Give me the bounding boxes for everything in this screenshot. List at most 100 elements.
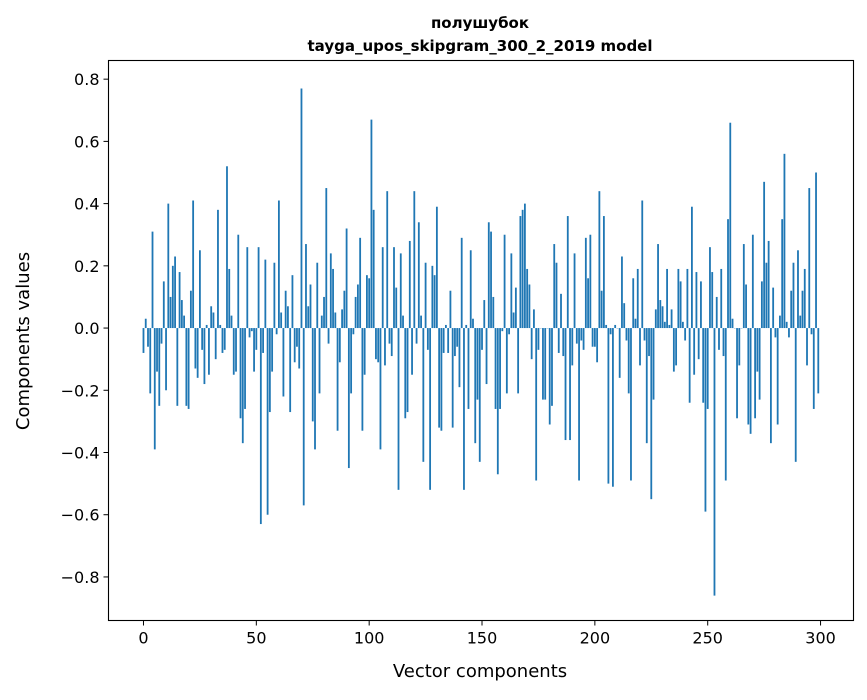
bar-component-206 — [607, 328, 609, 484]
bar-component-290 — [797, 250, 799, 328]
bar-component-254 — [716, 297, 718, 328]
y-tick-label: 0.0 — [74, 319, 99, 338]
bar-component-168 — [522, 210, 524, 328]
bar-component-65 — [289, 328, 291, 412]
bar-component-221 — [641, 201, 643, 329]
y-tick-label: −0.4 — [61, 444, 100, 463]
bar-component-218 — [635, 319, 637, 328]
bar-component-241 — [686, 269, 688, 328]
bar-component-292 — [802, 291, 804, 328]
bar-component-183 — [556, 263, 558, 328]
bar-component-75 — [312, 328, 314, 421]
bar-component-165 — [515, 288, 517, 328]
bar-component-57 — [271, 328, 273, 372]
bar-component-104 — [377, 328, 379, 362]
bars-group — [143, 89, 820, 596]
bar-component-173 — [533, 309, 535, 328]
bar-component-297 — [813, 328, 815, 409]
bar-component-16 — [179, 272, 181, 328]
bar-component-116 — [404, 328, 406, 418]
bar-component-216 — [630, 328, 632, 480]
bar-component-73 — [307, 306, 309, 328]
bar-component-76 — [314, 328, 316, 449]
bar-component-45 — [244, 328, 246, 409]
bar-component-291 — [799, 316, 801, 328]
bar-component-3 — [149, 328, 151, 393]
bar-component-58 — [273, 263, 275, 328]
bar-component-139 — [456, 328, 458, 347]
bar-component-285 — [786, 322, 788, 328]
bar-component-129 — [434, 275, 436, 328]
bar-component-24 — [197, 328, 199, 378]
bar-component-97 — [361, 328, 363, 431]
bar-component-27 — [204, 328, 206, 384]
bar-component-49 — [253, 328, 255, 372]
bar-component-229 — [659, 300, 661, 328]
bar-component-191 — [574, 253, 576, 328]
bar-component-222 — [644, 328, 646, 340]
bar-component-295 — [808, 188, 810, 328]
bar-component-109 — [389, 328, 391, 344]
bar-component-212 — [621, 257, 623, 329]
bar-component-259 — [727, 219, 729, 328]
bar-component-282 — [779, 316, 781, 328]
bar-component-203 — [601, 291, 603, 328]
bar-component-171 — [529, 285, 531, 329]
bar-component-280 — [775, 328, 777, 337]
bar-component-92 — [350, 328, 352, 393]
bar-component-47 — [249, 328, 251, 337]
bar-component-166 — [517, 328, 519, 393]
bar-component-103 — [375, 328, 377, 359]
bar-component-228 — [657, 244, 659, 328]
bar-component-187 — [565, 328, 567, 440]
bar-component-264 — [738, 328, 740, 365]
bar-component-61 — [280, 313, 282, 329]
bar-component-281 — [777, 328, 779, 424]
bar-component-68 — [296, 328, 298, 347]
bar-component-98 — [364, 328, 366, 375]
bar-component-2 — [147, 328, 149, 347]
bar-component-89 — [343, 291, 345, 328]
bar-component-122 — [418, 222, 420, 328]
bar-component-51 — [258, 247, 260, 328]
bar-component-66 — [292, 275, 294, 328]
bar-component-184 — [558, 328, 560, 353]
bar-component-240 — [684, 328, 686, 340]
bar-component-100 — [368, 278, 370, 328]
bar-component-56 — [269, 328, 271, 412]
bar-component-11 — [167, 204, 169, 328]
bar-component-9 — [163, 281, 165, 328]
bar-component-13 — [172, 266, 174, 328]
bar-component-15 — [176, 328, 178, 406]
bar-component-247 — [700, 281, 702, 328]
bar-component-170 — [526, 269, 528, 328]
y-tick-label: −0.6 — [61, 506, 100, 525]
bar-component-23 — [194, 328, 196, 368]
bar-component-273 — [759, 328, 761, 400]
bar-component-172 — [531, 328, 533, 359]
bar-component-164 — [513, 313, 515, 329]
bar-component-105 — [380, 328, 382, 449]
bar-component-10 — [165, 328, 167, 390]
bar-component-211 — [619, 328, 621, 378]
bar-component-7 — [158, 328, 160, 406]
bar-component-251 — [709, 247, 711, 328]
bar-component-39 — [231, 316, 233, 328]
x-tick-label: 300 — [805, 629, 836, 648]
bar-component-214 — [626, 328, 628, 340]
bar-component-32 — [215, 328, 217, 359]
bar-component-42 — [237, 235, 239, 328]
bar-component-44 — [242, 328, 244, 443]
bar-component-124 — [422, 328, 424, 462]
bar-component-162 — [508, 328, 510, 334]
bar-component-91 — [348, 328, 350, 468]
bar-component-115 — [402, 316, 404, 328]
bar-component-30 — [210, 306, 212, 328]
bar-component-18 — [183, 316, 185, 328]
bar-component-127 — [429, 328, 431, 490]
bar-component-156 — [495, 328, 497, 409]
bar-component-205 — [605, 325, 607, 328]
bar-component-79 — [321, 316, 323, 328]
